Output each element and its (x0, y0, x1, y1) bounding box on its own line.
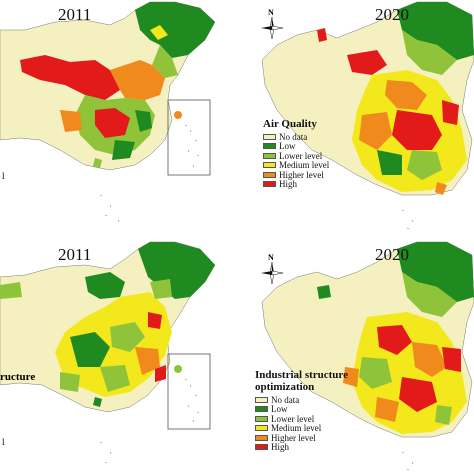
legend-item: No data (263, 132, 329, 142)
legend-item: Medium level (255, 423, 348, 433)
north-arrow: N (259, 253, 285, 287)
legend-fragment: l (2, 171, 5, 181)
legend-item: Higher level (263, 170, 329, 180)
year-label: 2011 (58, 245, 92, 264)
compass-icon (261, 16, 284, 40)
china-map-industry-2011 (0, 241, 216, 464)
china-map-air-2011 (0, 1, 216, 223)
year-label: 2011 (58, 5, 92, 24)
legend-air-quality: Air Quality No data Low Lower level Medi… (263, 118, 329, 189)
legend-item: Low (263, 141, 329, 151)
north-label: N (268, 8, 274, 17)
legend-fragment: l (2, 437, 5, 447)
china-map-air-2020 (261, 1, 474, 230)
legend-item: High (263, 179, 329, 189)
legend-title-line1: Industrial structure (255, 369, 348, 381)
legend-item: No data (255, 395, 348, 405)
north-arrow: N (259, 8, 285, 42)
legend-fragment: ructure (0, 371, 36, 383)
year-label: 2020 (375, 5, 409, 24)
map-panel-industry-2020: N 2020 Industrial structure optimization… (237, 237, 474, 474)
map-panel-air-2011: 2011 l (0, 0, 237, 237)
map-panel-industry-2011: 2011 ructure l (0, 237, 237, 474)
legend-item: Low (255, 404, 348, 414)
legend-item: High (255, 442, 348, 452)
year-label: 2020 (375, 245, 409, 264)
legend-item: Lower level (255, 414, 348, 424)
legend-title-line2: optimization (255, 381, 315, 393)
china-map-industry-2020 (261, 241, 474, 471)
legend-item: Lower level (263, 151, 329, 161)
map-panel-air-2020: N 2020 Air Quality No data Low Lower lev… (237, 0, 474, 237)
legend-industrial-structure: Industrial structure optimization No dat… (255, 369, 348, 452)
legend-title: Air Quality (263, 118, 317, 130)
north-label: N (268, 253, 274, 262)
legend-item: Medium level (263, 160, 329, 170)
compass-icon (261, 261, 284, 285)
legend-item: Higher level (255, 433, 348, 443)
